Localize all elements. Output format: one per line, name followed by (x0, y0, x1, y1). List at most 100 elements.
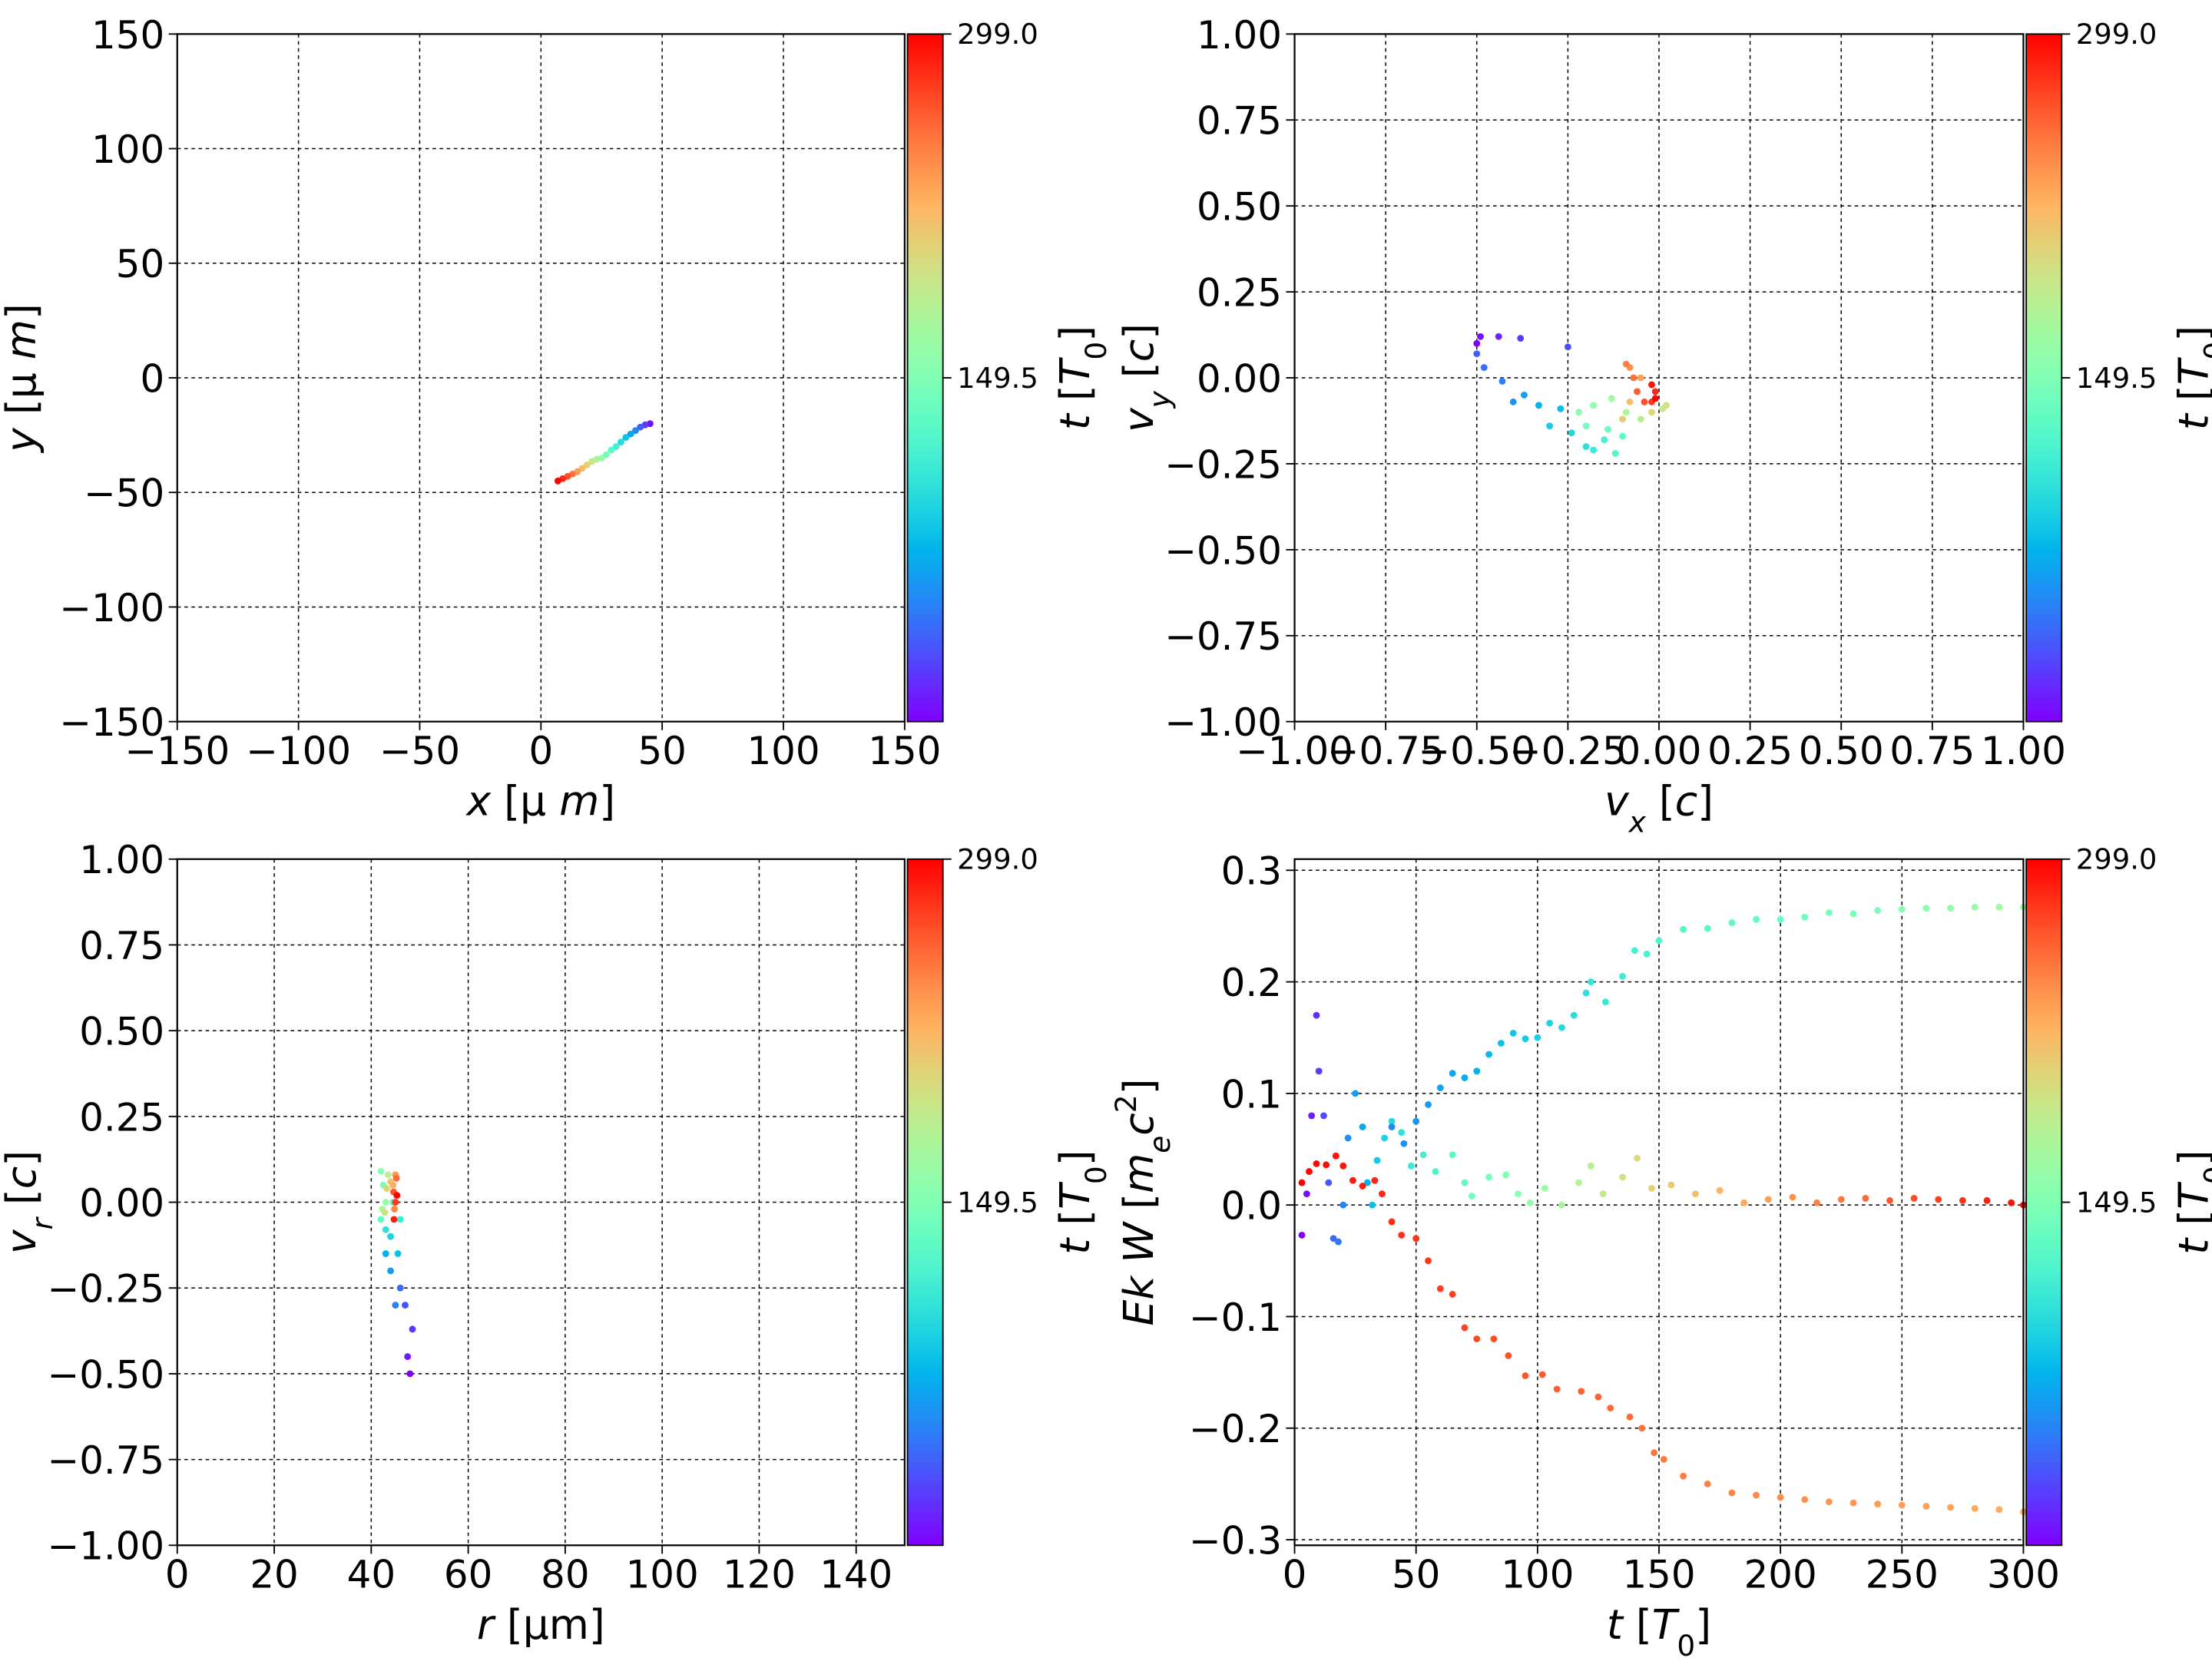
x-tick-label: 0.25 (1707, 729, 1793, 773)
data-point (1558, 1201, 1565, 1209)
data-point (377, 1216, 385, 1223)
x-tick-label: 0.00 (1617, 729, 1702, 773)
colorbar-label: t [T0] (1051, 326, 1113, 430)
label-part: ] (0, 303, 45, 319)
data-point (1910, 1195, 1918, 1202)
data-point (389, 1181, 397, 1189)
data-point (578, 465, 586, 472)
colorbar-tick-label: 299.0 (2076, 18, 2157, 51)
data-point (1425, 1100, 1432, 1108)
y-tick-label: −0.3 (1189, 1518, 1282, 1563)
y-tick-label: −1.00 (1164, 700, 1282, 745)
colorbar-tick-label: 299.0 (2076, 843, 2157, 876)
label-part: 0 (1079, 342, 1113, 360)
data-point (1373, 1156, 1381, 1164)
data-point (1874, 907, 1882, 915)
colorbar-tick-label: 149.5 (2076, 1186, 2157, 1219)
data-point (1381, 1134, 1389, 1142)
data-point (1363, 1179, 1371, 1186)
data-point (1874, 1501, 1882, 1507)
data-point (392, 1302, 399, 1309)
label-part: T (1051, 356, 1099, 385)
data-point (392, 1199, 399, 1206)
data-point (1568, 429, 1575, 437)
data-point (1546, 1019, 1554, 1027)
data-point (1862, 1195, 1869, 1202)
y-tick-label: 0.1 (1221, 1072, 1282, 1117)
data-point (377, 1167, 385, 1175)
y-tick-label: 0.2 (1221, 961, 1282, 1005)
data-point (637, 423, 644, 431)
data-point (1538, 1371, 1546, 1378)
label-part: [ (1623, 1600, 1652, 1649)
label-part: r (477, 1600, 496, 1649)
data-point (1323, 1161, 1330, 1169)
y-axis-label: vy [c] (1114, 323, 1177, 432)
data-point (1728, 919, 1736, 927)
x-tick-label: 150 (868, 729, 941, 773)
colorbar (906, 858, 944, 1547)
colorbar (906, 33, 944, 723)
data-point (1641, 398, 1648, 405)
data-point (1849, 1499, 1857, 1507)
data-point (387, 1233, 395, 1240)
data-point (406, 1370, 414, 1378)
data-point (1298, 1231, 1306, 1239)
data-point (583, 461, 591, 468)
label-part: ] (0, 1150, 45, 1166)
y-tick-label: −0.50 (47, 1352, 164, 1397)
data-point (1407, 1162, 1415, 1170)
data-point (1947, 905, 1954, 912)
y-tick-label: −0.25 (1164, 442, 1282, 487)
label-part: 0 (2197, 342, 2212, 360)
colorbar-tick-label: 149.5 (957, 362, 1038, 395)
data-point (622, 434, 630, 442)
data-point (1564, 343, 1571, 351)
data-point (1582, 989, 1590, 997)
label-part: ] (599, 777, 615, 826)
data-point (618, 438, 624, 445)
x-tick-label: 50 (637, 729, 686, 773)
data-point (1388, 1218, 1396, 1226)
label-part: m (1114, 1153, 1163, 1193)
y-tick-label: 0.50 (1197, 185, 1282, 230)
label-part: [ (1051, 1209, 1099, 1239)
label-part: 0 (1677, 1629, 1695, 1663)
y-tick-label: 0.00 (79, 1181, 164, 1226)
data-point (1898, 905, 1906, 913)
data-point (1398, 1129, 1406, 1137)
data-point (1663, 402, 1670, 409)
axes-frame (1293, 33, 2025, 723)
data-point (1622, 409, 1630, 416)
data-point (1298, 1179, 1306, 1186)
colorbar-label: t [T0] (1051, 1150, 1113, 1254)
label-part: T (2169, 356, 2212, 385)
data-point (1777, 1494, 1784, 1501)
label-part: c (1114, 1113, 1163, 1135)
data-point (1534, 1034, 1541, 1041)
y-tick-label: −0.75 (1164, 614, 1282, 659)
data-point (1400, 1140, 1408, 1147)
y-tick-label: 1.00 (1197, 13, 1282, 58)
data-point (1332, 1152, 1339, 1160)
data-point (396, 1216, 404, 1223)
label-part: T (1652, 1600, 1681, 1649)
data-point (1477, 333, 1484, 340)
x-tick-label: 200 (1744, 1553, 1817, 1597)
y-tick-label: −0.25 (47, 1267, 164, 1312)
data-point (1469, 1193, 1475, 1199)
data-point (1425, 1257, 1432, 1265)
data-point (1588, 978, 1594, 986)
y-tick-label: −0.50 (1164, 528, 1282, 573)
data-point (1315, 1067, 1323, 1075)
label-part: m (0, 319, 45, 359)
data-point (1590, 446, 1598, 454)
data-point (1517, 335, 1525, 342)
y-tick-label: 0.75 (1197, 99, 1282, 144)
x-axis-label: t [T0] (1607, 1600, 1711, 1663)
x-tick-label: −100 (246, 729, 351, 773)
label-part: [ (0, 1189, 45, 1218)
data-point (1648, 409, 1655, 416)
data-point (1590, 402, 1598, 409)
